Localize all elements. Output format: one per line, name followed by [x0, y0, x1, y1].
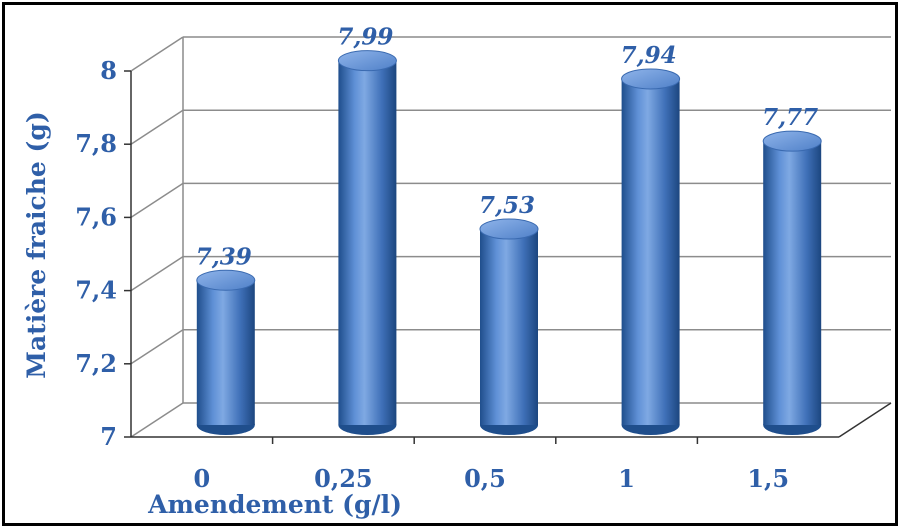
gridline-side: [130, 402, 184, 438]
y-axis-label: Matière fraiche (g): [22, 111, 51, 378]
data-label: 7,99: [337, 24, 393, 51]
x-tick-label: 1,5: [747, 464, 789, 493]
x-axis-label: Amendement (g/l): [147, 490, 402, 519]
y-tick-label: 7,6: [75, 202, 117, 231]
bar-body: [196, 280, 255, 425]
gridline-side: [130, 182, 184, 219]
gridline-side: [130, 255, 184, 292]
y-tick-label: 7,4: [75, 276, 117, 305]
bar: [762, 130, 822, 435]
bars-layer: [196, 50, 822, 435]
labels-layer: 7 7,2 7,4 7,6 7,8 8 7,39 0 7,99 0,25 7,53 0,5 7,94 1 7…: [75, 24, 818, 493]
bar-top: [337, 50, 397, 72]
bar-body: [763, 141, 822, 425]
bar: [621, 68, 681, 435]
x-tick-label: 0: [193, 464, 210, 493]
floor-right-edge: [838, 402, 892, 438]
bar-body: [621, 78, 680, 426]
data-label: 7,77: [762, 104, 818, 131]
x-tick-label: 0,5: [464, 464, 506, 493]
data-label: 7,39: [196, 243, 252, 270]
y-tick-label: 7,8: [75, 129, 117, 158]
bar: [337, 50, 397, 435]
y-tick-label: 7,2: [75, 349, 117, 378]
data-label: 7,94: [621, 42, 677, 69]
data-label: 7,53: [479, 192, 535, 219]
bar-top: [479, 218, 539, 240]
bar-top: [196, 269, 256, 291]
chart-frame: 7 7,2 7,4 7,6 7,8 8 7,39 0 7,99 0,25 7,53 0,5 7,94 1 7…: [2, 2, 898, 526]
y-tick-label: 8: [100, 56, 117, 85]
bar-top: [762, 130, 822, 152]
gridline-side: [130, 36, 184, 72]
bar-top: [621, 68, 681, 90]
bar: [196, 269, 256, 435]
gridline-side: [130, 329, 184, 365]
x-tick-label: 0,25: [314, 464, 372, 493]
bar-body: [338, 60, 397, 425]
gridline-side: [130, 109, 184, 145]
x-tick-label: 1: [618, 464, 635, 493]
bar-body: [480, 229, 538, 425]
bar: [479, 218, 539, 435]
y-tick-label: 7: [100, 422, 117, 451]
bar-chart: 7 7,2 7,4 7,6 7,8 8 7,39 0 7,99 0,25 7,53 0,5 7,94 1 7…: [22, 24, 892, 519]
